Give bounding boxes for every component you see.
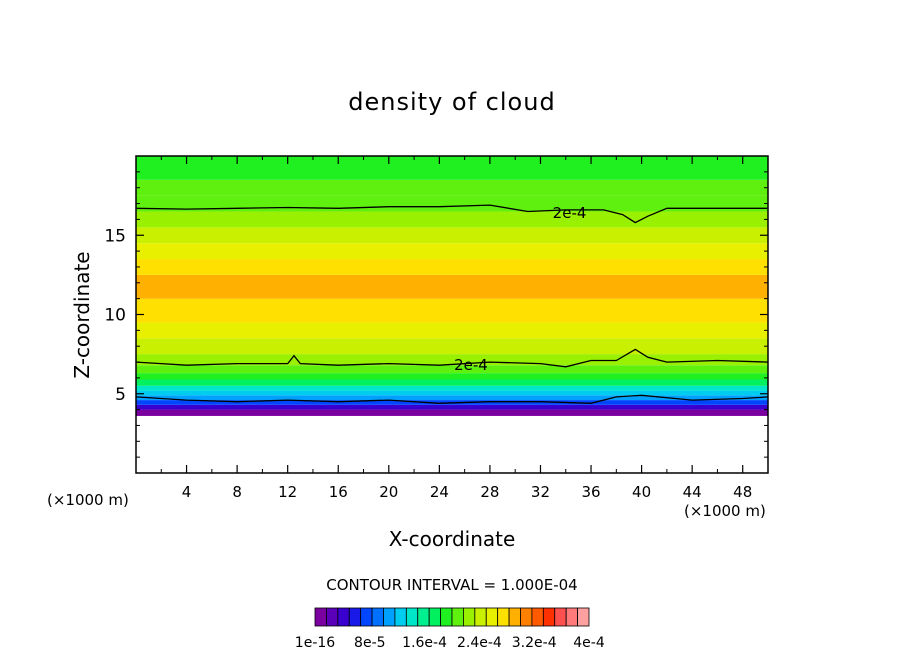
density-band — [136, 179, 768, 196]
x-axis-unit-right: (×1000 m) — [684, 502, 766, 520]
x-tick-label: 48 — [733, 483, 752, 501]
density-band — [136, 211, 768, 228]
colorbar-swatch — [417, 607, 430, 627]
colorbar-label: 3.2e-4 — [512, 635, 557, 651]
density-band — [136, 227, 768, 244]
colorbar-swatch — [508, 607, 521, 627]
colorbar-swatch — [520, 607, 533, 627]
contour-line — [136, 348, 768, 368]
colorbar-swatch — [371, 607, 384, 627]
density-band — [136, 395, 768, 401]
colorbar-swatch — [383, 607, 396, 627]
contour-label-lower: 2e-4 — [454, 356, 488, 374]
x-tick-label: 32 — [531, 483, 550, 501]
contour-lines — [136, 204, 768, 404]
density-band — [136, 338, 768, 355]
colorbar-label: 4e-4 — [573, 635, 605, 651]
colorbar-label: 2.4e-4 — [457, 635, 502, 651]
density-band — [136, 156, 768, 180]
density-band — [136, 379, 768, 386]
contour-line — [136, 394, 768, 404]
colorbar-swatch — [360, 607, 373, 627]
colorbar-swatch — [326, 607, 339, 627]
y-tick-label: 15 — [104, 226, 126, 246]
colorbar-swatch — [314, 607, 327, 627]
colorbar-swatch — [531, 607, 544, 627]
chart-title: density of cloud — [348, 88, 556, 116]
colorbar: 1e-16 8e-5 1.6e-4 2.4e-4 3.2e-4 4e-4 — [295, 607, 605, 651]
contour-labels: 2e-4 2e-4 — [454, 204, 587, 374]
colorbar-label: 1e-16 — [295, 635, 335, 651]
density-band — [136, 243, 768, 260]
colorbar-swatch — [451, 607, 464, 627]
x-axis-unit-left: (×1000 m) — [47, 491, 129, 509]
colorbar-swatch — [474, 607, 487, 627]
density-band — [136, 390, 768, 396]
colorbar-swatch — [348, 607, 362, 627]
density-band — [136, 322, 768, 339]
colorbar-swatch — [542, 607, 556, 627]
colorbar-swatch — [428, 607, 441, 627]
x-tick-label: 4 — [182, 483, 192, 501]
y-tick-label: 5 — [115, 385, 126, 405]
colorbar-label: 8e-5 — [354, 635, 385, 651]
x-tick-label: 28 — [480, 483, 499, 501]
cloud-free-region — [136, 417, 768, 473]
x-tick-label: 40 — [632, 483, 651, 501]
y-tick-label: 10 — [104, 306, 126, 326]
x-tick-label: 24 — [430, 483, 449, 501]
colorbar-swatch — [565, 607, 578, 627]
density-band — [136, 404, 768, 410]
colorbar-swatch — [497, 607, 510, 627]
contour-line — [136, 204, 768, 224]
density-band — [136, 385, 768, 391]
density-band — [136, 365, 768, 374]
contour-label-upper: 2e-4 — [553, 204, 587, 222]
colorbar-label: 1.6e-4 — [402, 635, 447, 651]
colorbar-swatch — [463, 607, 476, 627]
colorbar-swatch — [577, 607, 590, 627]
colorbar-swatch — [485, 607, 499, 627]
density-band — [136, 195, 768, 212]
colorbar-swatch — [440, 607, 453, 627]
density-band — [136, 354, 768, 366]
density-band — [136, 259, 768, 275]
density-field — [136, 156, 768, 473]
colorbar-swatch — [394, 607, 407, 627]
density-band — [136, 409, 768, 416]
x-tick-label: 44 — [683, 483, 702, 501]
x-tick-label: 36 — [581, 483, 600, 501]
colorbar-swatch — [337, 607, 350, 627]
density-band — [136, 298, 768, 323]
colorbar-swatch — [554, 607, 567, 627]
colorbar-swatch — [405, 607, 419, 627]
x-tick-label: 8 — [232, 483, 242, 501]
x-tick-label: 20 — [379, 483, 398, 501]
x-tick-label: 12 — [278, 483, 297, 501]
x-axis-label: X-coordinate — [388, 527, 516, 551]
density-band — [136, 373, 768, 380]
density-band — [136, 274, 768, 299]
x-tick-label: 16 — [329, 483, 348, 501]
contour-interval-text: CONTOUR INTERVAL = 1.000E-04 — [326, 576, 578, 594]
